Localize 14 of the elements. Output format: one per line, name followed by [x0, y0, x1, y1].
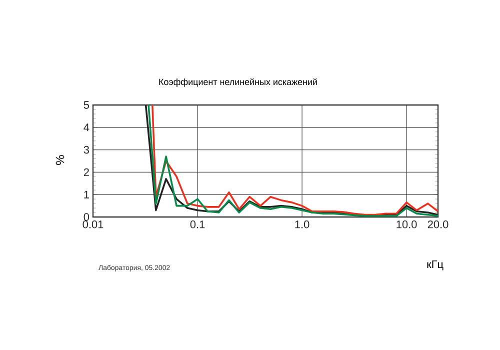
x-tick-label: 1.0 — [295, 220, 310, 228]
y-tick-label: 0 — [84, 213, 90, 221]
x-axis-title: кГц — [427, 260, 444, 270]
x-tick-label: 0.01 — [82, 220, 104, 228]
y-tick-label: 4 — [84, 124, 90, 132]
y-tick-label: 5 — [84, 101, 90, 109]
chart-title: Коэффициент нелинейных искажений — [159, 78, 317, 87]
y-tick-label: 1 — [84, 190, 89, 198]
y-tick-label: 3 — [84, 146, 89, 154]
x-tick-label: 0.1 — [190, 220, 205, 228]
x-tick-label: 10.0 — [396, 220, 417, 228]
x-tick-label: 20.0 — [428, 220, 448, 228]
y-tick-label: 2 — [84, 168, 89, 176]
y-axis-title: % — [56, 155, 64, 165]
